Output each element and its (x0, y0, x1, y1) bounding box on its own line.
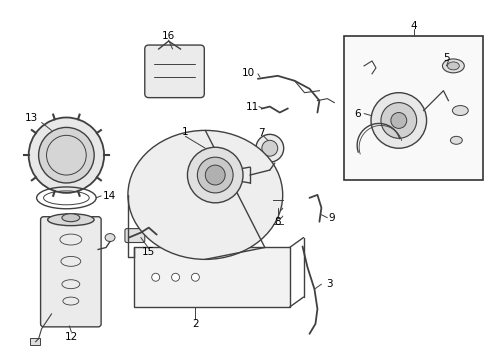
Ellipse shape (105, 234, 115, 242)
Text: 7: 7 (259, 129, 265, 138)
Ellipse shape (48, 214, 94, 226)
Circle shape (371, 93, 427, 148)
Text: 13: 13 (25, 113, 38, 123)
Circle shape (381, 103, 416, 138)
Circle shape (172, 273, 179, 281)
Bar (134, 247, 290, 307)
Text: 11: 11 (245, 102, 259, 112)
Ellipse shape (450, 136, 462, 144)
Circle shape (205, 165, 225, 185)
Ellipse shape (442, 59, 465, 73)
Text: 9: 9 (328, 213, 335, 223)
Text: 6: 6 (354, 108, 361, 118)
Circle shape (391, 113, 407, 129)
Text: 1: 1 (182, 127, 189, 138)
Ellipse shape (452, 105, 468, 116)
Text: 10: 10 (242, 68, 254, 78)
Circle shape (152, 273, 160, 281)
Text: 4: 4 (411, 21, 417, 31)
Text: 8: 8 (274, 217, 281, 227)
FancyBboxPatch shape (41, 217, 101, 327)
FancyBboxPatch shape (125, 229, 145, 243)
Ellipse shape (447, 62, 459, 70)
Circle shape (262, 140, 278, 156)
Ellipse shape (128, 130, 283, 260)
Text: 5: 5 (443, 53, 450, 63)
Bar (344, 36, 483, 180)
Text: 14: 14 (102, 191, 116, 201)
Text: 15: 15 (142, 247, 155, 257)
Text: 16: 16 (162, 31, 175, 41)
Text: 3: 3 (326, 279, 333, 289)
Bar (30, 338, 40, 345)
Circle shape (39, 127, 94, 183)
Text: 12: 12 (65, 332, 78, 342)
Ellipse shape (62, 214, 80, 222)
Circle shape (256, 134, 284, 162)
Circle shape (197, 157, 233, 193)
Circle shape (29, 117, 104, 193)
Circle shape (188, 147, 243, 203)
Circle shape (192, 273, 199, 281)
FancyBboxPatch shape (145, 45, 204, 98)
Text: 2: 2 (192, 319, 199, 329)
